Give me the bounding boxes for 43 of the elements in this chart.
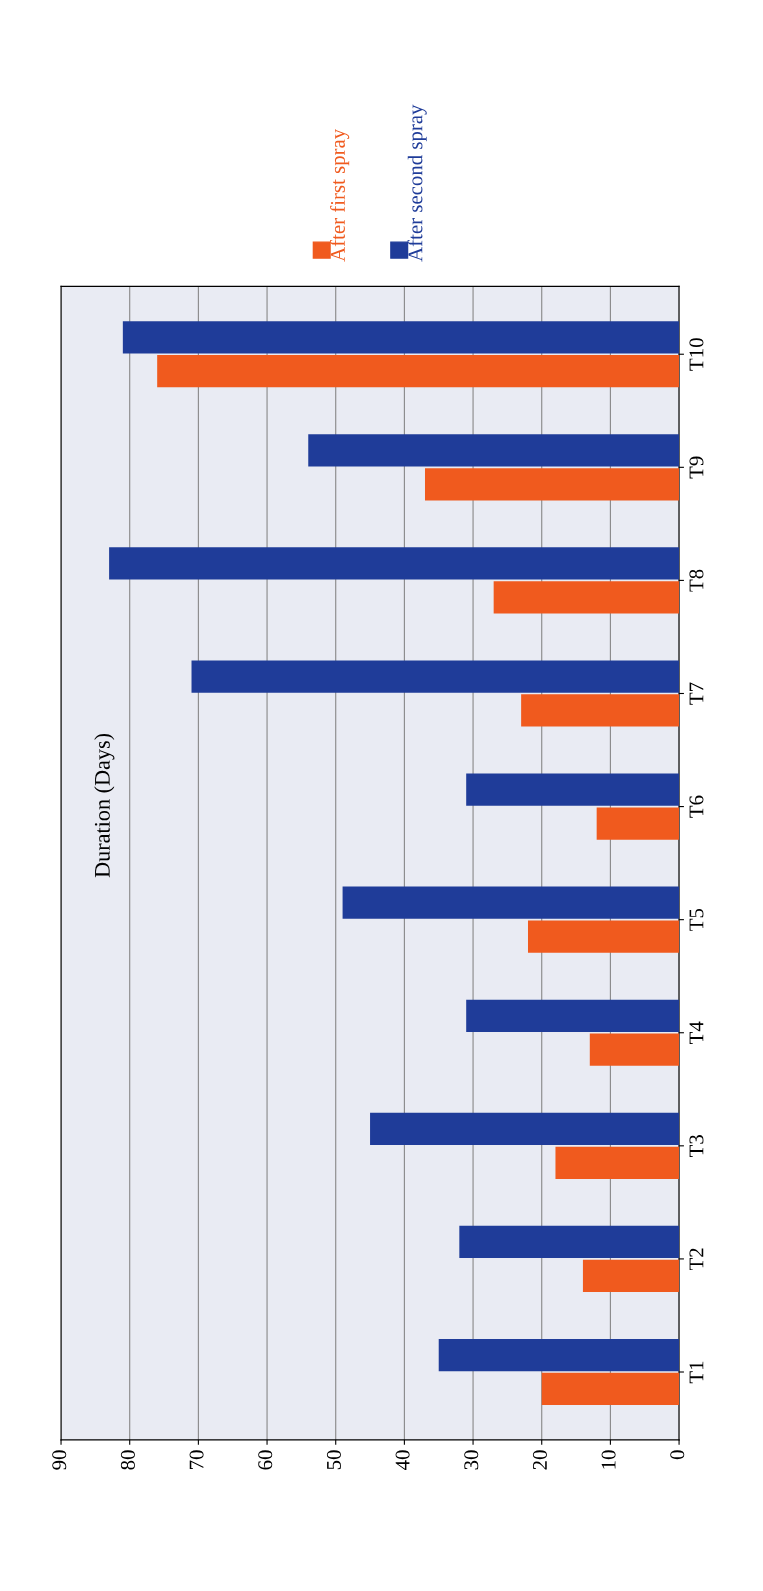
bar	[424, 468, 680, 501]
y-tick-label: T4	[689, 1021, 704, 1044]
x-tick-label: 70	[189, 1450, 204, 1470]
bar	[308, 434, 680, 467]
bar	[582, 1259, 680, 1292]
text: After second spray	[407, 104, 427, 262]
bar	[466, 999, 680, 1032]
x-tick-label: 20	[532, 1450, 547, 1470]
bar	[589, 1033, 680, 1066]
x-tick-label: 80	[120, 1450, 135, 1470]
bar	[555, 1146, 680, 1179]
x-tick-label: 0	[670, 1450, 685, 1460]
y-tick-label: T3	[689, 1135, 704, 1158]
y-tick-label: T8	[689, 569, 704, 592]
bar	[191, 660, 680, 693]
x-tick-label: 10	[601, 1450, 616, 1469]
bar	[596, 807, 680, 840]
bar	[370, 1112, 680, 1145]
bar	[342, 886, 680, 919]
y-tick-label: T6	[689, 795, 704, 818]
x-tick-label: 50	[326, 1450, 341, 1470]
y-tick-label: T10	[689, 338, 704, 371]
y-tick-label: T9	[689, 456, 704, 479]
bar	[122, 321, 680, 354]
y-tick-label: T5	[689, 908, 704, 931]
bar	[459, 1225, 680, 1259]
bar	[541, 1372, 680, 1406]
x-tick-label: 40	[395, 1450, 410, 1470]
x-tick-label: 90	[52, 1450, 67, 1470]
bar	[109, 547, 680, 580]
bar	[438, 1338, 680, 1372]
bar	[528, 920, 680, 953]
text: After first spray	[330, 128, 350, 262]
text: Duration (Days)	[94, 733, 115, 878]
y-tick-label: T7	[689, 682, 704, 705]
bar	[493, 581, 680, 614]
x-tick-label: 30	[464, 1450, 479, 1470]
bar	[466, 773, 680, 806]
bar	[157, 355, 680, 388]
bar	[521, 694, 680, 727]
y-tick-label: T1	[689, 1361, 704, 1384]
y-tick-label: T2	[689, 1248, 704, 1271]
x-tick-label: 60	[258, 1450, 273, 1470]
